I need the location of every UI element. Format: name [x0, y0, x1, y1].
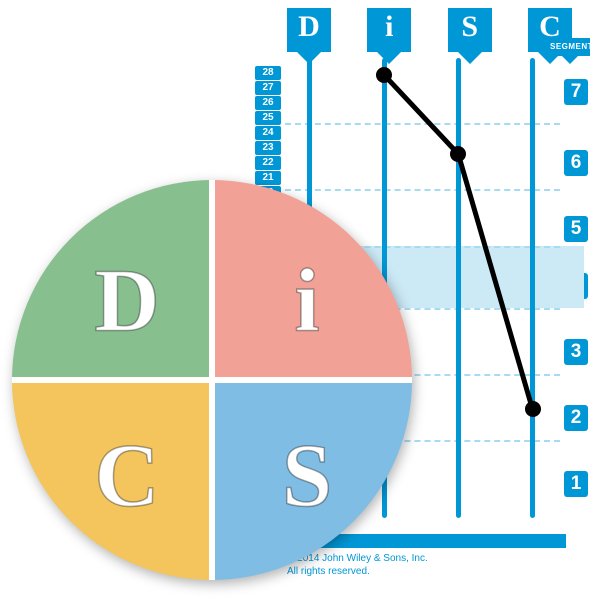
right-tick: 5 [564, 216, 588, 242]
header-s: S [448, 8, 492, 52]
right-tick: 3 [564, 339, 588, 365]
left-tick: 25 [255, 111, 281, 125]
quadrant-label-c: C [95, 427, 160, 526]
data-point [525, 401, 541, 417]
disc-svg: Di C S [7, 175, 417, 585]
right-tick: 1 [564, 471, 588, 497]
right-tick: 2 [564, 405, 588, 431]
left-tick: 23 [255, 141, 281, 155]
left-tick: 27 [255, 81, 281, 95]
disc-circle: Di C S [7, 175, 417, 585]
quadrant-label-d: D [95, 252, 160, 351]
chart-header: D i S C [257, 8, 582, 52]
quadrant-label-s: S [282, 427, 332, 526]
header-d: D [287, 8, 331, 52]
left-tick: 28 [255, 66, 281, 80]
right-tick: 6 [564, 150, 588, 176]
right-tick: 7 [564, 79, 588, 105]
header-i: i [367, 8, 411, 52]
left-tick: 26 [255, 96, 281, 110]
quadrant-label-i: i [294, 252, 319, 351]
left-tick: 22 [255, 156, 281, 170]
data-point [376, 67, 392, 83]
left-tick: 24 [255, 126, 281, 140]
segment-label: SEGMENT [550, 38, 590, 56]
